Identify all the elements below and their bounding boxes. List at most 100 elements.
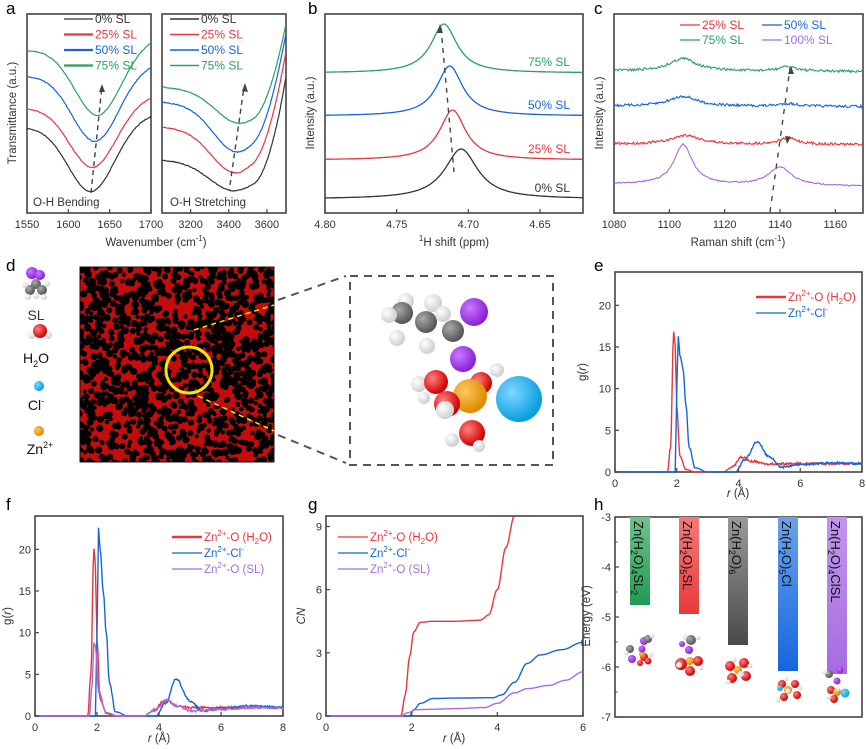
atom <box>206 402 211 407</box>
panel-a-left-xtick-label: 1600 <box>56 219 80 231</box>
atom <box>143 435 150 442</box>
atom <box>193 305 199 312</box>
atom <box>246 319 253 326</box>
panel-d-md-snapshot: SL H2O Cl- Zn2+ <box>22 266 554 466</box>
atom <box>186 276 193 283</box>
atom <box>104 288 109 293</box>
atom <box>90 352 98 361</box>
atom <box>202 397 209 404</box>
atom <box>199 267 206 270</box>
series-line-25sl <box>26 97 152 169</box>
atom <box>142 289 149 296</box>
atom <box>135 451 140 456</box>
atom <box>131 301 138 308</box>
atom <box>775 697 781 703</box>
atom <box>159 321 166 328</box>
atom <box>221 367 228 374</box>
atom <box>109 291 116 297</box>
atom <box>264 363 269 368</box>
atom <box>258 378 264 385</box>
atom <box>188 411 194 416</box>
atom <box>153 440 159 445</box>
atom <box>225 455 230 460</box>
atom <box>98 328 105 335</box>
atom <box>184 339 191 346</box>
atom <box>228 350 236 358</box>
atom <box>251 338 257 343</box>
shift-arrow-stretching <box>229 86 245 186</box>
atom <box>84 267 91 272</box>
atom <box>211 377 216 382</box>
atom <box>139 355 148 363</box>
atom <box>182 436 190 444</box>
atom <box>83 377 90 384</box>
atom <box>242 401 249 408</box>
atom <box>187 419 194 426</box>
atom <box>226 442 234 450</box>
atom <box>80 349 85 356</box>
atom <box>130 320 138 328</box>
atom <box>777 685 783 691</box>
atom <box>223 341 230 348</box>
atom <box>174 339 181 346</box>
atom <box>112 354 118 359</box>
series-line-25sl <box>161 52 287 174</box>
atom <box>162 384 169 391</box>
atom <box>98 397 105 404</box>
panel-f-xtick-label: 4 <box>156 722 162 734</box>
atom <box>138 436 143 441</box>
atom <box>127 439 133 445</box>
atom <box>218 309 225 316</box>
series-line-zn2cl <box>35 527 284 717</box>
atom <box>124 448 131 455</box>
panel-a-right-xtick-label: 3200 <box>178 219 202 231</box>
panel-e-xtick-label: 8 <box>859 478 865 490</box>
atom <box>836 687 840 691</box>
atom <box>257 403 263 408</box>
atom <box>204 342 211 349</box>
series-line-75sl <box>161 25 287 125</box>
atom <box>198 275 203 280</box>
solvation-shell-highlight <box>164 345 214 395</box>
atom <box>628 655 636 663</box>
atom <box>783 676 789 682</box>
atom <box>739 658 749 668</box>
atom <box>135 337 143 345</box>
atom <box>263 314 271 322</box>
panel-b-xtick-label: 4.65 <box>529 219 550 231</box>
atom <box>96 278 103 285</box>
arrow-head-icon <box>788 66 794 74</box>
atom <box>224 396 231 403</box>
atom <box>172 423 179 430</box>
legend-label: 0% SL <box>201 12 237 26</box>
atom <box>199 304 205 309</box>
atom <box>80 315 83 320</box>
atom <box>139 390 144 396</box>
atom <box>95 366 102 372</box>
bar-label: Zn(H2O)4SL2 <box>629 521 646 595</box>
atom <box>228 437 233 442</box>
atom <box>96 415 104 423</box>
atom <box>148 432 153 437</box>
atom <box>836 666 844 674</box>
atom <box>98 291 104 296</box>
atom <box>88 302 96 310</box>
atom <box>239 406 244 412</box>
atom <box>725 661 735 671</box>
atom <box>266 320 273 326</box>
atom <box>178 416 185 423</box>
atom <box>120 382 126 387</box>
atom <box>686 635 696 645</box>
atom <box>195 334 200 340</box>
atom <box>220 275 227 282</box>
atom <box>693 656 703 666</box>
atom <box>237 267 244 274</box>
atom <box>258 267 265 273</box>
atom <box>241 425 246 431</box>
atom <box>255 351 261 358</box>
panel-c-xtick-label: 1160 <box>824 219 848 231</box>
panel-f-xtick-label: 8 <box>280 722 286 734</box>
atom <box>215 335 222 342</box>
atom <box>106 393 115 401</box>
atom <box>826 694 832 700</box>
